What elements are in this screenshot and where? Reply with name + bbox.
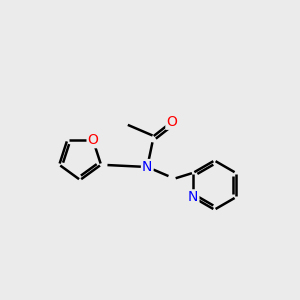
Text: O: O (167, 115, 177, 129)
Text: N: N (142, 160, 152, 174)
Text: N: N (188, 190, 198, 204)
Text: O: O (88, 133, 98, 147)
